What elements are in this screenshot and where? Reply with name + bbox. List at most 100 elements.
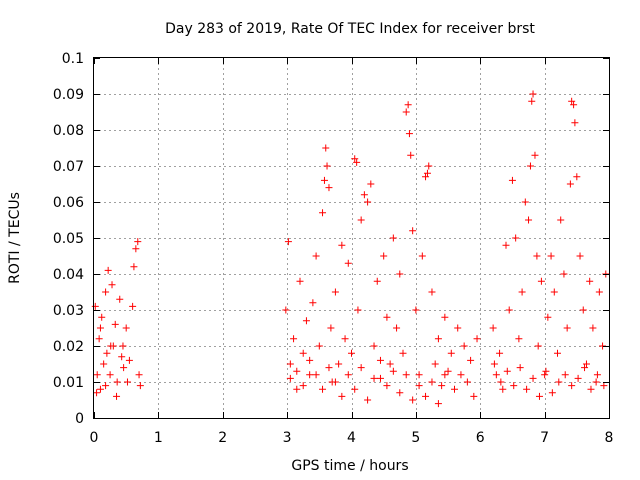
data-point bbox=[422, 392, 430, 400]
data-point bbox=[444, 367, 452, 375]
data-point bbox=[544, 313, 552, 321]
y-tick-label: 0.01 bbox=[53, 375, 84, 391]
data-point bbox=[118, 353, 126, 361]
data-point bbox=[306, 356, 314, 364]
data-point bbox=[531, 151, 539, 159]
data-point bbox=[123, 378, 131, 386]
data-point bbox=[592, 378, 600, 386]
data-point bbox=[561, 371, 569, 379]
data-point bbox=[533, 252, 541, 260]
data-point bbox=[557, 216, 565, 224]
data-point bbox=[492, 371, 500, 379]
data-point bbox=[327, 324, 335, 332]
data-point bbox=[529, 90, 537, 98]
data-point bbox=[383, 382, 391, 390]
data-point bbox=[415, 371, 423, 379]
data-point bbox=[451, 385, 458, 393]
data-point bbox=[383, 313, 391, 321]
x-tick-label: 7 bbox=[540, 430, 549, 446]
data-point bbox=[537, 277, 545, 285]
data-point bbox=[460, 342, 468, 350]
y-tick-label: 0.05 bbox=[53, 231, 84, 247]
data-point bbox=[364, 198, 372, 206]
data-point bbox=[560, 270, 568, 278]
data-point bbox=[568, 97, 576, 105]
data-points bbox=[91, 90, 610, 408]
data-point bbox=[467, 356, 475, 364]
y-tick-label: 0.09 bbox=[53, 87, 84, 103]
data-point bbox=[535, 392, 543, 400]
data-point bbox=[102, 382, 110, 390]
data-point bbox=[454, 324, 462, 332]
chart-title: Day 283 of 2019, Rate Of TEC Index for r… bbox=[165, 21, 535, 37]
data-point bbox=[122, 324, 130, 332]
data-point bbox=[457, 371, 465, 379]
data-point bbox=[490, 360, 498, 368]
data-point bbox=[518, 288, 526, 296]
data-point bbox=[98, 313, 106, 321]
y-tick-label: 0.04 bbox=[53, 267, 84, 283]
data-point bbox=[367, 180, 375, 188]
data-point bbox=[357, 216, 365, 224]
data-point bbox=[600, 382, 608, 390]
data-point bbox=[428, 288, 436, 296]
data-point bbox=[579, 306, 587, 314]
data-point bbox=[473, 335, 481, 343]
data-point bbox=[360, 191, 368, 199]
x-tick-label: 8 bbox=[605, 430, 614, 446]
data-point bbox=[344, 259, 352, 267]
data-point bbox=[554, 349, 561, 357]
data-point bbox=[528, 97, 536, 105]
data-point bbox=[96, 385, 104, 393]
data-point bbox=[93, 371, 101, 379]
data-point bbox=[441, 371, 449, 379]
data-point bbox=[409, 396, 417, 404]
data-point bbox=[106, 371, 114, 379]
data-point bbox=[415, 382, 423, 390]
data-point bbox=[434, 400, 442, 408]
data-point bbox=[582, 360, 590, 368]
data-point bbox=[108, 281, 116, 289]
data-point bbox=[357, 364, 365, 372]
grid-lines bbox=[94, 58, 609, 418]
data-point bbox=[351, 155, 359, 163]
data-point bbox=[376, 356, 384, 364]
data-point bbox=[515, 335, 523, 343]
data-point bbox=[370, 342, 378, 350]
data-point bbox=[393, 324, 401, 332]
data-point bbox=[348, 349, 355, 357]
plot-frame bbox=[93, 57, 610, 419]
data-point bbox=[290, 335, 298, 343]
data-point bbox=[499, 385, 507, 393]
data-point bbox=[309, 299, 317, 307]
data-point bbox=[380, 252, 388, 260]
data-point bbox=[595, 288, 603, 296]
x-tick-label: 0 bbox=[90, 430, 99, 446]
data-point bbox=[111, 320, 119, 328]
data-point bbox=[563, 324, 571, 332]
data-point bbox=[541, 371, 549, 379]
data-point bbox=[586, 277, 594, 285]
data-point bbox=[299, 382, 307, 390]
x-tick-label: 4 bbox=[347, 430, 356, 446]
data-point bbox=[463, 378, 471, 386]
data-point bbox=[312, 371, 320, 379]
data-point bbox=[322, 144, 330, 152]
data-point bbox=[396, 270, 404, 278]
data-point bbox=[136, 382, 144, 390]
data-point bbox=[335, 360, 343, 368]
x-axis-label: GPS time / hours bbox=[291, 458, 408, 474]
data-point bbox=[570, 101, 578, 109]
data-point bbox=[96, 324, 104, 332]
y-tick-label: 0.06 bbox=[53, 195, 84, 211]
data-point bbox=[422, 173, 430, 181]
data-point bbox=[325, 364, 333, 372]
data-point bbox=[286, 374, 294, 382]
data-point bbox=[306, 371, 314, 379]
data-point bbox=[573, 173, 581, 181]
data-point bbox=[113, 378, 121, 386]
data-point bbox=[102, 288, 110, 296]
data-point bbox=[587, 385, 595, 393]
data-point bbox=[353, 158, 361, 166]
